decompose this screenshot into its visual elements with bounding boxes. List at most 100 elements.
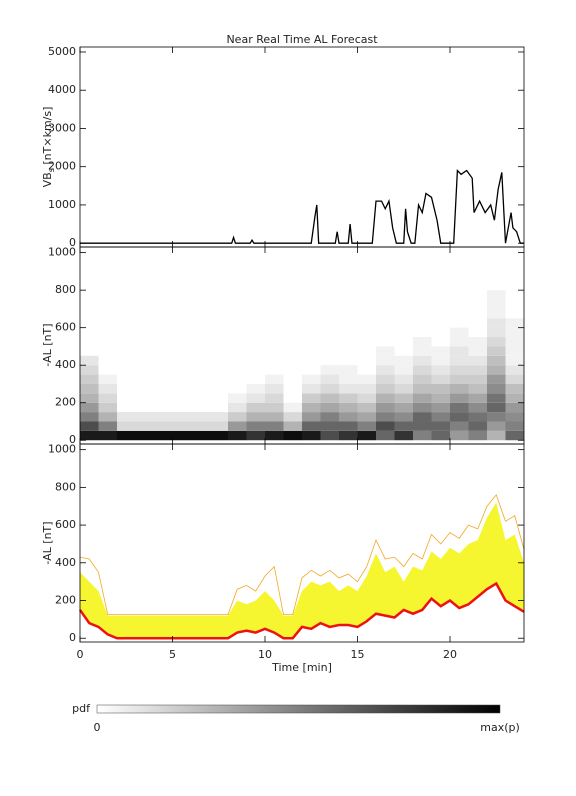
y-label-main: VB — [41, 172, 54, 187]
y-tick-label: 0 — [69, 236, 76, 249]
heat-cell — [98, 393, 117, 403]
heat-cell — [320, 430, 339, 441]
heat-cell — [487, 290, 506, 300]
heat-cell — [265, 412, 284, 422]
heat-cell — [80, 355, 99, 366]
y-tick-label: 800 — [55, 283, 76, 296]
heat-cell — [394, 365, 413, 375]
heat-cell — [117, 430, 136, 441]
heat-cell — [450, 337, 469, 347]
heat-cell — [450, 383, 469, 394]
heat-cell — [376, 365, 395, 375]
heat-cell — [357, 383, 376, 394]
y-label-unit: [nT×km/s] — [41, 107, 54, 169]
heat-cell — [505, 355, 524, 366]
heat-cell — [487, 337, 506, 347]
heat-cell — [339, 421, 358, 431]
plot-frame — [79, 46, 525, 248]
heat-cell — [376, 355, 395, 366]
heat-cell — [376, 374, 395, 384]
heat-cell — [154, 412, 173, 422]
heat-cell — [394, 374, 413, 384]
y-axis-label: -AL [nT] — [41, 521, 54, 564]
heat-cell — [413, 355, 432, 366]
heat-cell — [80, 393, 99, 403]
heat-cell — [505, 318, 524, 328]
heat-cell — [80, 365, 99, 375]
heat-cell — [431, 355, 450, 366]
heat-cell — [265, 383, 284, 394]
heat-cell — [80, 402, 99, 413]
heat-cell — [487, 430, 506, 441]
heat-cell — [450, 402, 469, 413]
heat-cell — [505, 402, 524, 413]
heat-cell — [320, 393, 339, 403]
heat-cell — [302, 412, 321, 422]
heat-cell — [468, 402, 487, 413]
heat-cell — [98, 412, 117, 422]
y-tick-label: 1000 — [48, 198, 76, 211]
y-label-sub: s — [47, 168, 56, 172]
heat-cell — [154, 430, 173, 441]
heat-cell — [505, 374, 524, 384]
heat-cell — [394, 430, 413, 441]
heat-cell — [505, 383, 524, 394]
heat-cell — [265, 421, 284, 431]
heat-cell — [209, 430, 228, 441]
heat-cell — [450, 421, 469, 431]
heat-cell — [191, 430, 210, 441]
heat-cell — [339, 365, 358, 375]
heat-cell — [228, 421, 247, 431]
heat-cell — [98, 430, 117, 441]
heat-cell — [302, 430, 321, 441]
heat-cell — [487, 346, 506, 356]
heat-cell — [394, 402, 413, 413]
heat-cell — [228, 430, 247, 441]
x-tick-label: 0 — [77, 648, 84, 661]
heat-cell — [505, 346, 524, 356]
heat-cell — [117, 412, 136, 422]
heat-cell — [80, 412, 99, 422]
heat-cell — [394, 393, 413, 403]
heat-cell — [135, 421, 154, 431]
heat-cell — [98, 374, 117, 384]
heat-cell — [413, 365, 432, 375]
heat-cell — [80, 374, 99, 384]
heat-cell — [191, 421, 210, 431]
plot-frame — [79, 443, 525, 643]
heat-cell — [450, 412, 469, 422]
colorbar — [96, 704, 501, 714]
y-tick-label: 200 — [55, 594, 76, 607]
heat-cell — [487, 421, 506, 431]
forecast-band — [80, 502, 524, 639]
heat-cell — [320, 383, 339, 394]
heat-cell — [265, 402, 284, 413]
heat-cell — [246, 421, 265, 431]
heat-cell — [80, 430, 99, 441]
heat-cell — [376, 346, 395, 356]
heat-cell — [413, 430, 432, 441]
colorbar-label: pdf — [72, 702, 91, 715]
heat-cell — [450, 430, 469, 441]
heat-cell — [431, 374, 450, 384]
outer-line — [79, 494, 525, 616]
heat-cell — [413, 393, 432, 403]
heat-cell — [80, 383, 99, 394]
heat-cell — [505, 337, 524, 347]
y-tick-label: 2000 — [48, 160, 76, 173]
heat-cell — [413, 374, 432, 384]
heat-cell — [413, 337, 432, 347]
heat-cell — [98, 421, 117, 431]
heat-cell — [487, 318, 506, 328]
heat-cell — [98, 383, 117, 394]
heat-cell — [339, 383, 358, 394]
heat-cell — [283, 412, 302, 422]
x-tick-label: 10 — [258, 648, 272, 661]
heat-cell — [431, 412, 450, 422]
heat-cell — [357, 393, 376, 403]
heat-cell — [357, 402, 376, 413]
heat-cell — [191, 412, 210, 422]
heat-cell — [505, 393, 524, 403]
heat-cell — [228, 412, 247, 422]
